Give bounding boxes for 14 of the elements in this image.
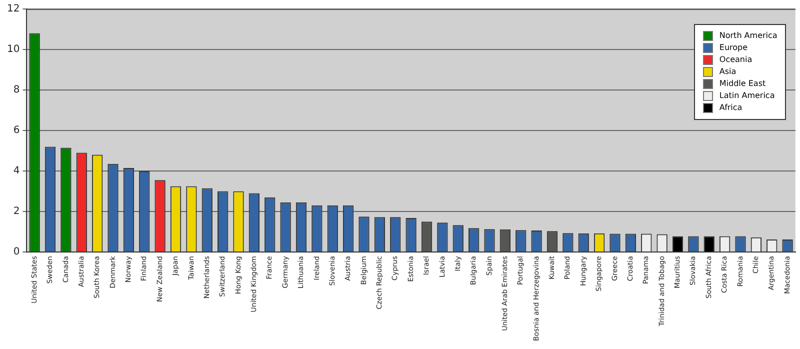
y-tick-label: 4 xyxy=(13,166,20,177)
legend-label: Middle East xyxy=(719,78,766,90)
legend-label: Latin America xyxy=(719,90,775,102)
y-tick-label: 0 xyxy=(13,246,20,258)
y-tick-label: 6 xyxy=(13,125,20,136)
y-tick-label: 10 xyxy=(6,44,20,56)
legend-label: Oceania xyxy=(719,54,752,66)
legend-label: Asia xyxy=(719,66,736,78)
legend-label: Europe xyxy=(719,42,748,54)
legend-label: Africa xyxy=(719,102,742,114)
y-tick-label: 2 xyxy=(13,206,20,218)
y-tick-label: 12 xyxy=(6,4,20,15)
y-tick-label: 8 xyxy=(13,84,20,96)
legend-label: North America xyxy=(719,30,778,42)
